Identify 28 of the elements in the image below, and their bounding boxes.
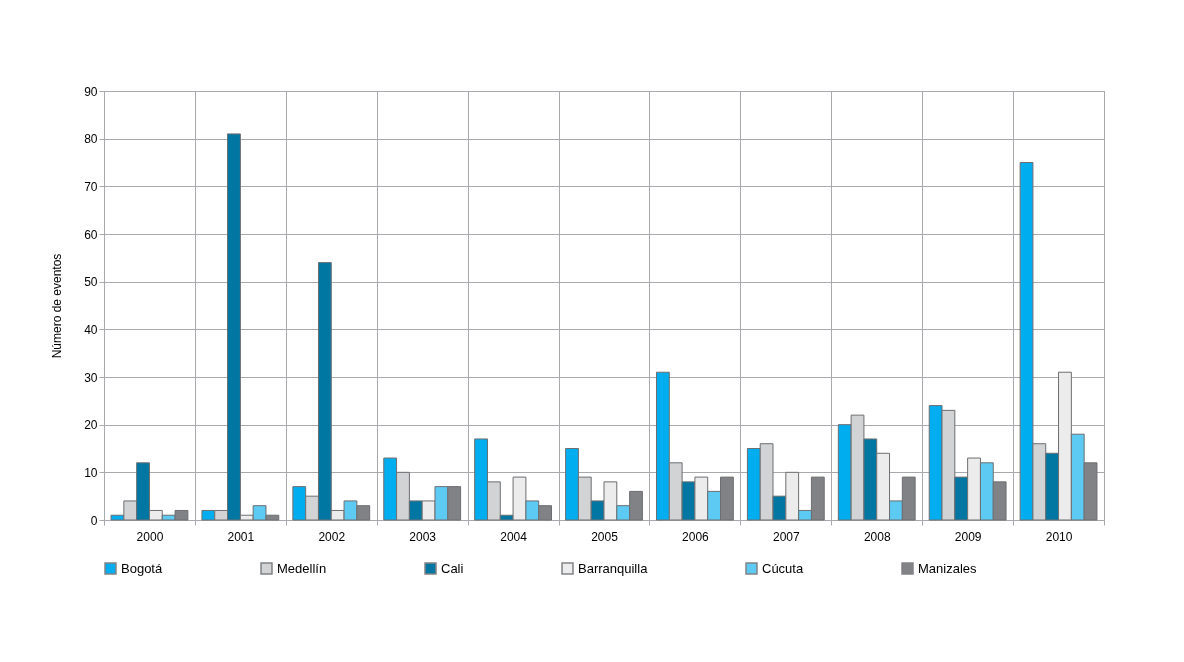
legend-label: Cali	[441, 560, 464, 576]
y-tick-label: 20	[84, 418, 98, 433]
x-tick-label: 2008	[863, 529, 891, 544]
y-tick-label: 40	[84, 322, 98, 337]
legend-label: Bogotá	[121, 560, 163, 576]
x-tick-label: 2004	[500, 529, 528, 544]
x-tick-label: 2003	[409, 529, 437, 544]
y-tick-label: 90	[84, 84, 98, 99]
x-tick-label: 2007	[772, 529, 800, 544]
y-tick-label: 10	[84, 465, 98, 480]
x-tick-label: 2000	[136, 529, 164, 544]
y-tick-label: 60	[84, 227, 98, 242]
legend-label: Manizales	[918, 560, 978, 576]
legend-label: Cúcuta	[762, 560, 804, 576]
y-axis-title: Número de eventos	[50, 253, 65, 359]
y-tick-label: 50	[84, 275, 98, 290]
x-tick-label: 2006	[682, 529, 710, 544]
x-tick-label: 2010	[1045, 529, 1073, 544]
y-tick-label: 30	[84, 370, 98, 385]
x-tick-label: 2002	[318, 529, 346, 544]
y-tick-label: 0	[90, 513, 98, 528]
x-tick-label: 2005	[591, 529, 619, 544]
x-tick-label: 2009	[954, 529, 982, 544]
y-tick-label: 70	[84, 179, 98, 194]
legend-label: Barranquilla	[578, 560, 649, 576]
x-tick-label: 2001	[227, 529, 255, 544]
y-tick-label: 80	[84, 132, 98, 147]
legend-label: Medellín	[277, 560, 327, 576]
